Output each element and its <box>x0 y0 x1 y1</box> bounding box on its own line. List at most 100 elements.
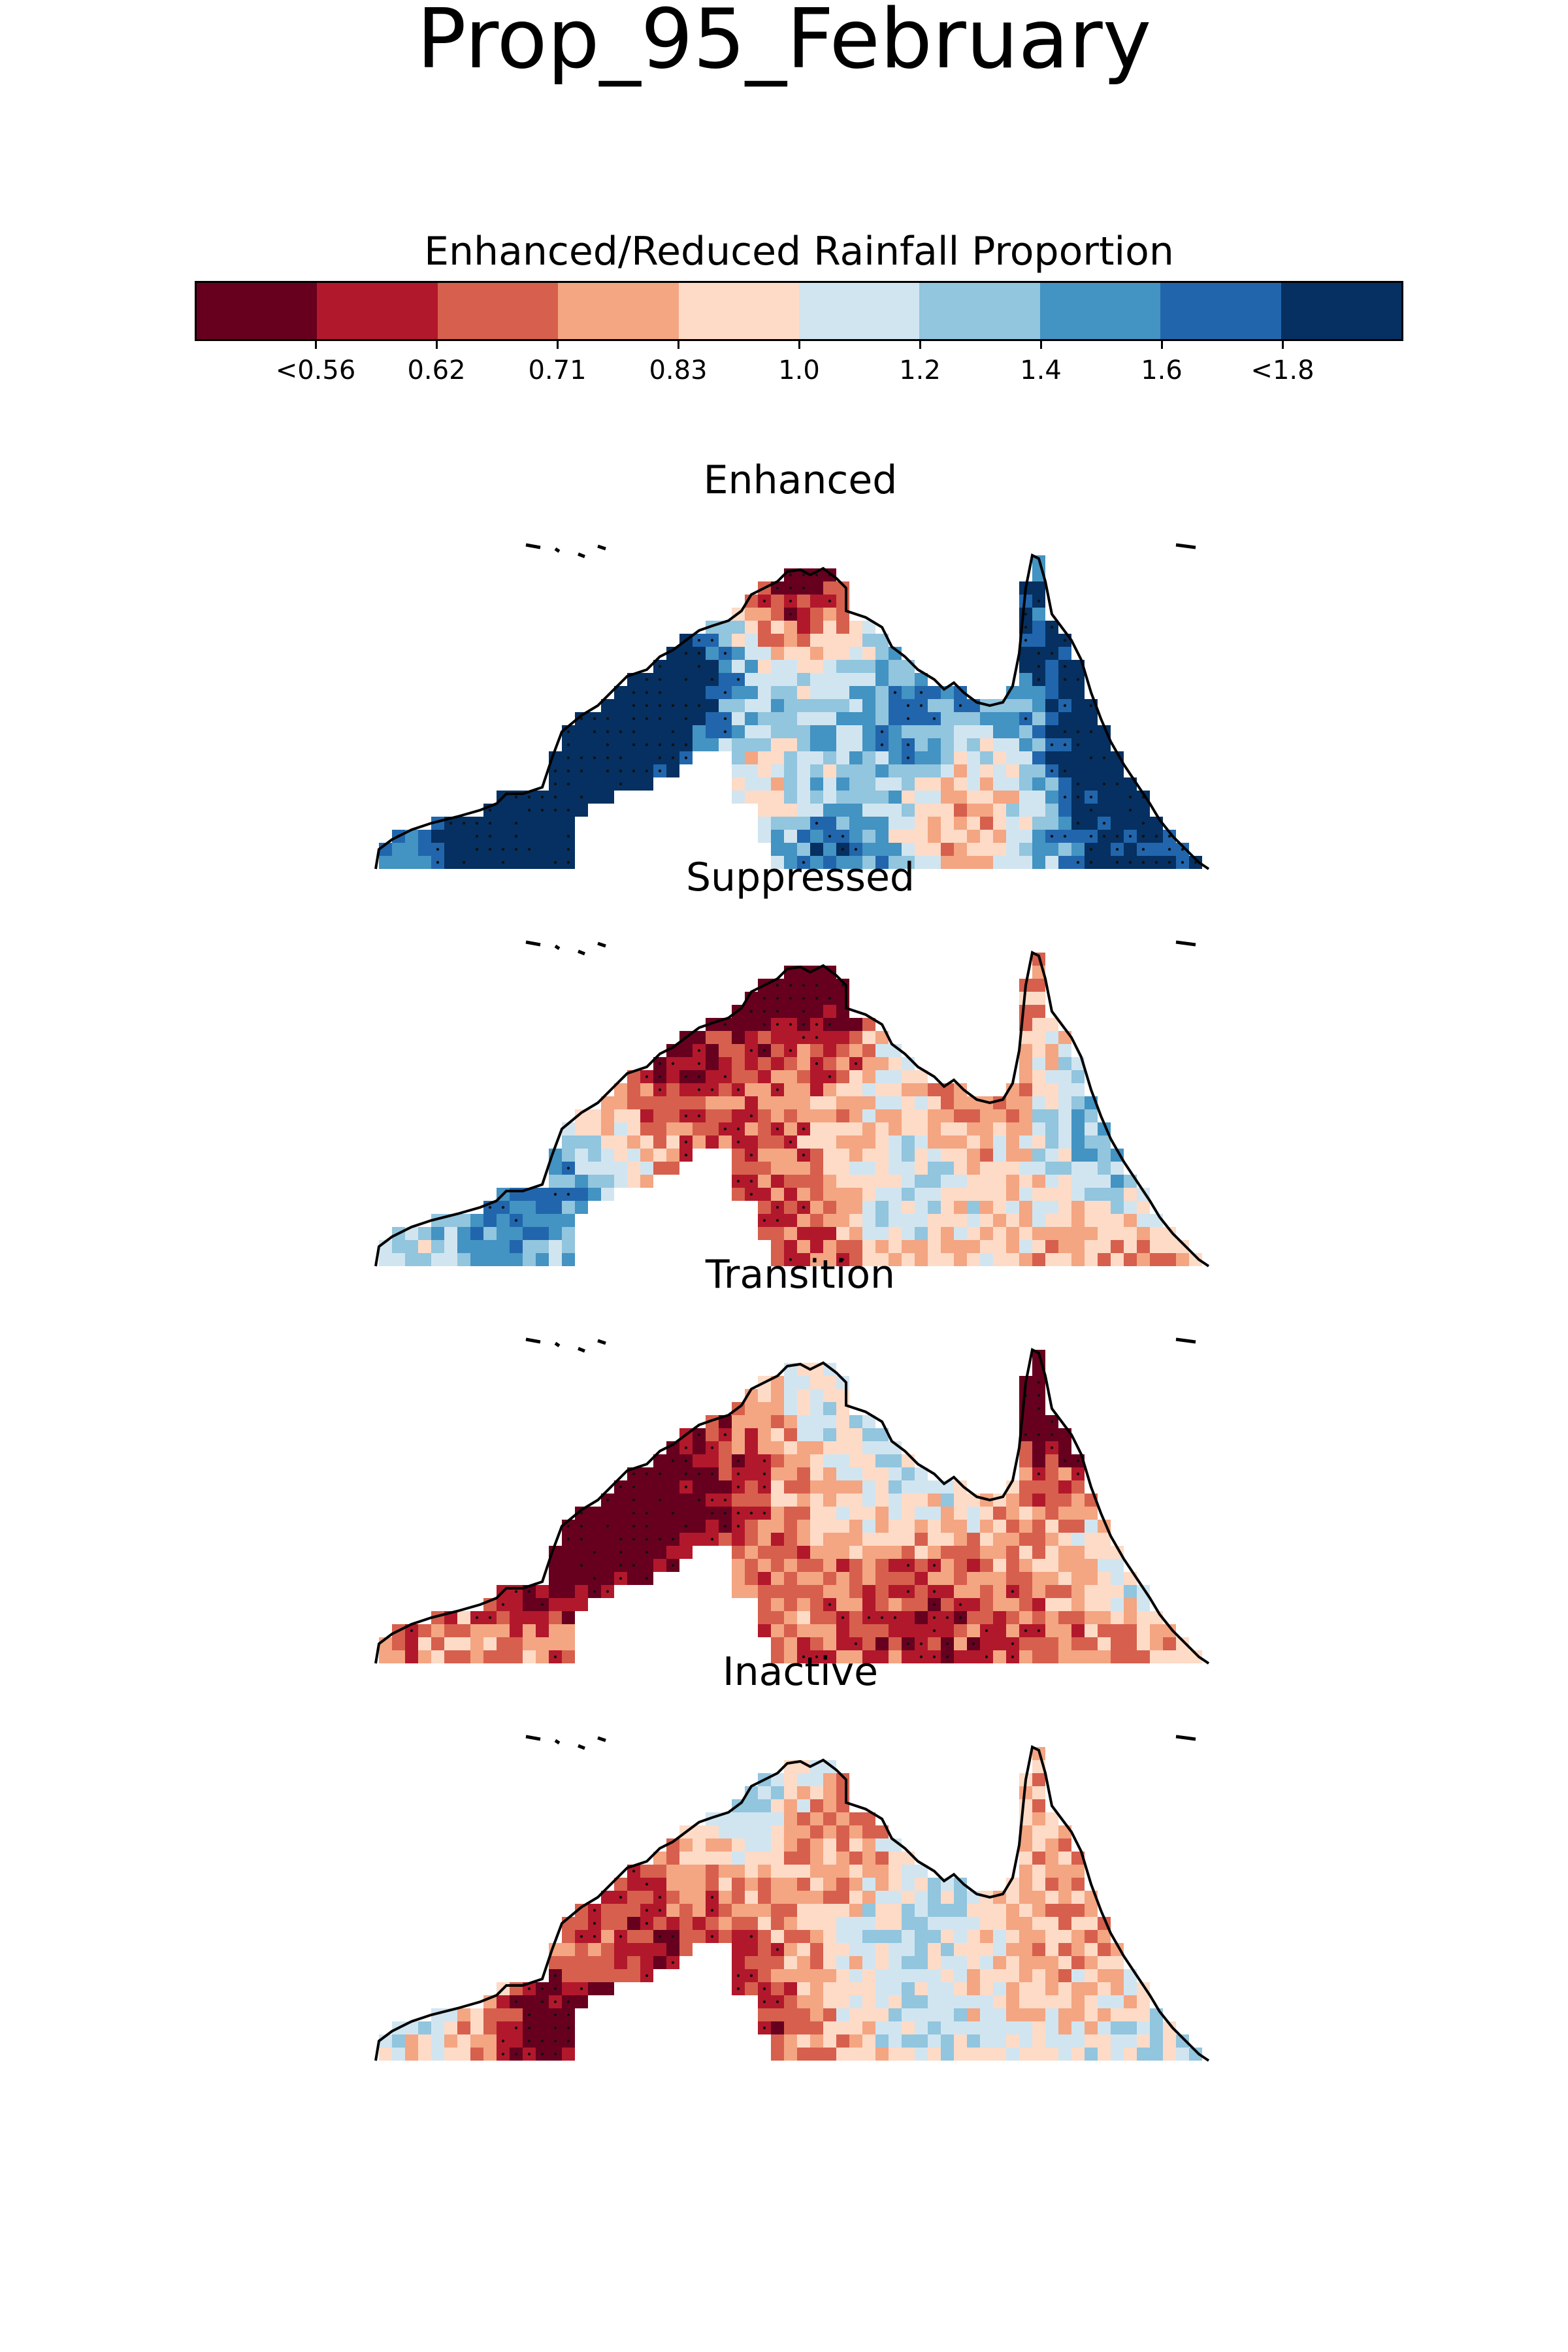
significance-stipple <box>593 1550 596 1554</box>
map-cell <box>1058 1480 1071 1494</box>
map-cell <box>549 1624 562 1637</box>
significance-stipple <box>436 847 440 851</box>
map-cell <box>993 1559 1006 1572</box>
map-cell <box>497 830 510 843</box>
map-cell <box>941 1162 954 1175</box>
map-cell <box>954 1917 967 1930</box>
map-cell <box>1058 1943 1071 1956</box>
map-cell <box>758 1585 771 1598</box>
map-cell <box>392 1240 405 1253</box>
map-cell <box>862 1956 875 1969</box>
map-cell <box>536 843 549 856</box>
map-cell <box>784 1240 797 1253</box>
map-cell <box>810 1005 823 1018</box>
map-cell <box>1019 1441 1032 1454</box>
significance-stipple <box>697 1075 701 1079</box>
map-cell <box>836 1891 849 1904</box>
map-cell <box>614 686 627 699</box>
map-cell <box>1058 1838 1071 1852</box>
map-cell <box>941 2021 954 2034</box>
map-cell <box>1058 856 1071 869</box>
significance-stipple <box>632 1511 636 1515</box>
map-cell <box>627 1930 640 1943</box>
map-cell <box>1006 1188 1019 1201</box>
map-cell <box>1085 1240 1098 1253</box>
map-cell <box>941 1995 954 2008</box>
significance-stipple <box>488 1616 492 1620</box>
significance-stipple <box>1115 782 1119 786</box>
map-cell <box>823 1480 836 1494</box>
map-cell <box>954 1480 967 1494</box>
map-cell <box>810 1520 823 1533</box>
map-cell <box>875 1956 889 1969</box>
map-cell <box>941 1520 954 1533</box>
map-cell <box>862 1018 875 1031</box>
map-cell <box>1019 856 1032 869</box>
map-cell <box>980 2048 993 2061</box>
map-cell <box>1098 1572 1111 1585</box>
map-cell <box>875 1135 889 1149</box>
map-cell <box>941 1559 954 1572</box>
map-cell <box>732 791 745 804</box>
map-cell <box>666 764 679 777</box>
map-cell <box>875 1585 889 1598</box>
significance-stipple <box>776 1022 779 1026</box>
map-cell <box>1150 1624 1163 1637</box>
map-cell <box>941 804 954 817</box>
map-cell <box>1032 1162 1045 1175</box>
map-cell <box>967 1982 980 1995</box>
map-cell <box>915 1546 928 1559</box>
map-cell <box>1085 1917 1098 1930</box>
map-cell <box>732 1428 745 1441</box>
map-cell <box>784 1122 797 1135</box>
map-cell <box>1032 1018 1045 1031</box>
map-cell <box>1045 2048 1058 2061</box>
map-cell <box>1019 751 1032 764</box>
map-cell <box>679 1546 693 1559</box>
map-cell <box>549 1585 562 1598</box>
map-cell <box>967 1930 980 1943</box>
significance-stipple <box>1063 795 1067 799</box>
map-cell <box>745 1415 758 1428</box>
map-cell <box>849 1214 862 1227</box>
map-cell <box>797 777 810 791</box>
map-cell <box>562 1624 575 1637</box>
map-cell <box>497 1624 510 1637</box>
significance-stipple <box>619 1895 623 1899</box>
significance-stipple <box>789 573 792 577</box>
map-cell <box>470 1650 483 1663</box>
map-cell <box>1045 804 1058 817</box>
significance-stipple <box>540 795 544 799</box>
significance-stipple <box>540 1987 544 1991</box>
map-cell <box>379 1650 392 1663</box>
map-cell <box>875 699 889 712</box>
map-cell <box>1071 1878 1085 1891</box>
map-cell <box>745 725 758 738</box>
map-cell <box>758 1188 771 1201</box>
significance-stipple <box>684 743 688 747</box>
map-cell <box>1045 2008 1058 2021</box>
map-cell <box>1045 1982 1058 1995</box>
map-cell <box>1071 2021 1085 2034</box>
map-cell <box>849 712 862 725</box>
map-cell <box>823 1057 836 1070</box>
map-cell <box>470 1624 483 1637</box>
map-cell <box>732 1559 745 1572</box>
map-cell <box>810 1376 823 1389</box>
map-cell <box>784 1799 797 1812</box>
significance-stipple <box>1037 664 1041 668</box>
significance-stipple <box>671 756 675 760</box>
map-cell <box>1019 791 1032 804</box>
significance-stipple <box>762 1485 766 1489</box>
map-cell <box>849 1240 862 1253</box>
map-cell <box>823 1162 836 1175</box>
map-cell <box>1137 1611 1150 1624</box>
map-cell <box>1006 1227 1019 1240</box>
map-cell <box>745 1799 758 1812</box>
map-cell <box>1019 647 1032 660</box>
map-cell <box>1058 1533 1071 1546</box>
map-cell <box>1085 1572 1098 1585</box>
map-cell <box>523 1227 536 1240</box>
map-cell <box>810 1096 823 1109</box>
map-cell <box>954 1559 967 1572</box>
